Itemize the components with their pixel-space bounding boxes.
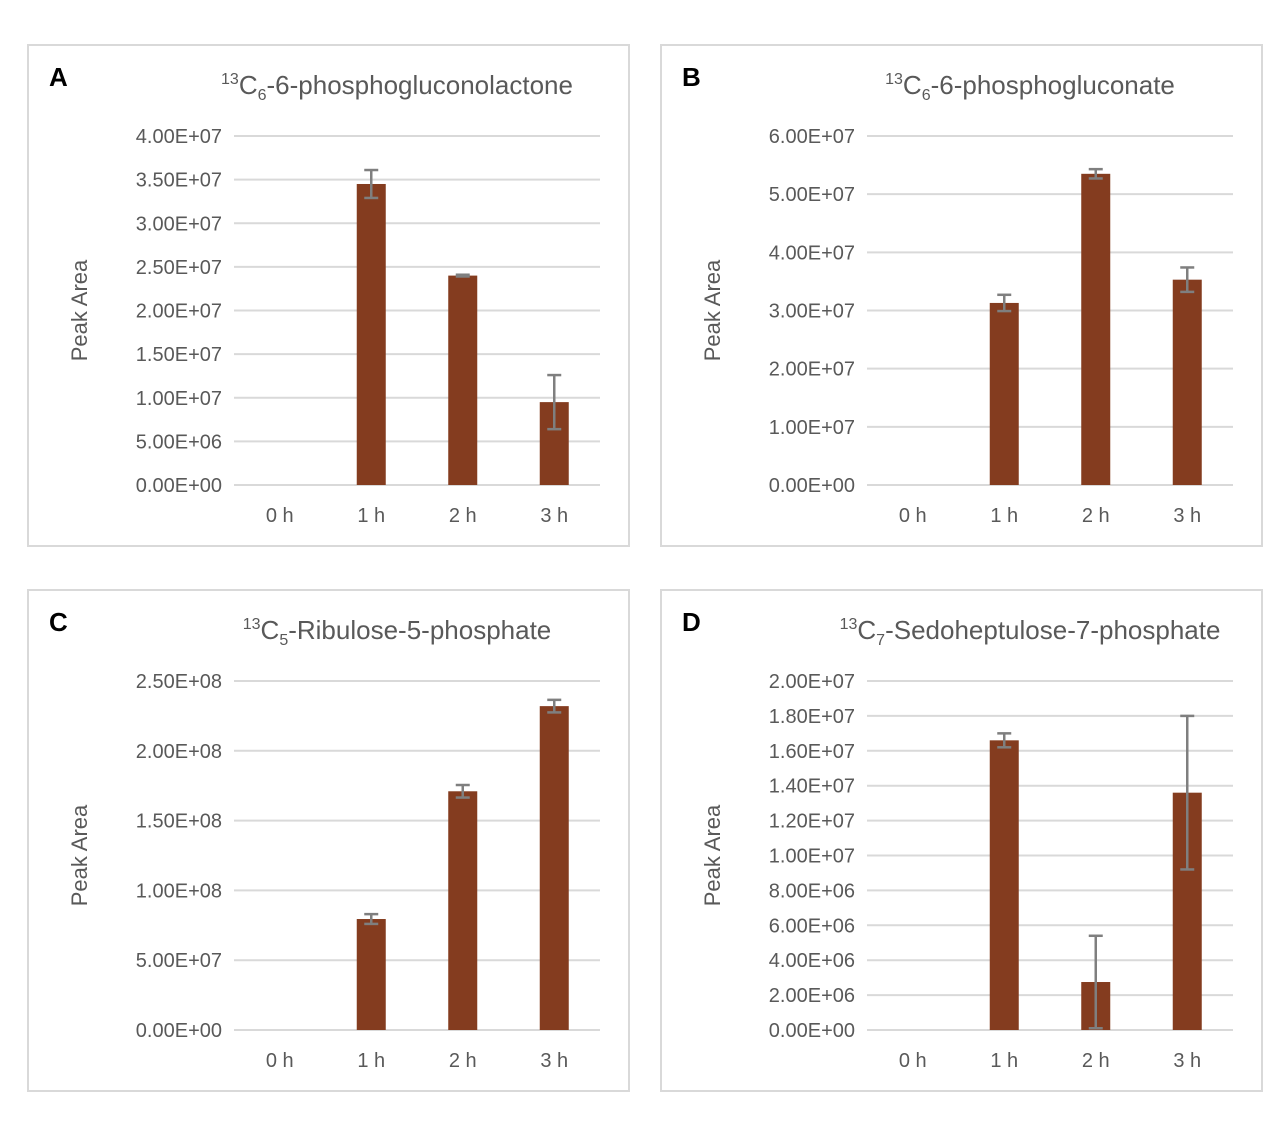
- title-element: C: [239, 70, 258, 100]
- y-tick-label: 2.00E+06: [769, 985, 855, 1007]
- y-tick-label: 2.50E+08: [136, 671, 222, 693]
- title-atom-count: 5: [279, 632, 288, 649]
- chart-title: 13C5-Ribulose-5-phosphate: [243, 615, 552, 649]
- bar: [1172, 279, 1202, 485]
- panel-c: C 13C5-Ribulose-5-phosphate 0.00E+00 5.00E+…: [27, 589, 630, 1092]
- y-tick-label: 5.00E+07: [769, 184, 855, 206]
- y-tick-label: 1.00E+07: [136, 388, 222, 410]
- bar: [1081, 173, 1111, 485]
- bar: [989, 740, 1019, 1030]
- y-tick-label: 5.00E+06: [136, 431, 222, 453]
- y-tick-label: 2.50E+07: [136, 257, 222, 279]
- chart-title: 13C6-6-phosphogluconolactone: [221, 70, 573, 104]
- y-tick-label: 0.00E+00: [136, 475, 222, 497]
- panel-letter: B: [682, 62, 701, 92]
- y-axis-label: Peak Area: [67, 804, 92, 906]
- panel-letter: D: [682, 607, 701, 637]
- y-tick-label: 2.00E+07: [136, 301, 222, 323]
- title-compound: -Sedoheptulose-7-phosphate: [885, 615, 1220, 645]
- title-compound: -Ribulose-5-phosphate: [288, 615, 551, 645]
- x-tick-label: 0 h: [266, 1050, 294, 1072]
- y-tick-label: 6.00E+06: [769, 915, 855, 937]
- y-tick-label: 1.00E+08: [136, 880, 222, 902]
- y-tick-label: 1.50E+07: [136, 344, 222, 366]
- y-tick-label: 2.00E+08: [136, 741, 222, 763]
- chart-b: B 13C6-6-phosphogluconate 0.00E+00 1.00E+07…: [682, 62, 1233, 527]
- bar: [989, 302, 1019, 485]
- y-tick-label: 1.60E+07: [769, 741, 855, 763]
- chart-a: A 13C6-6-phosphogluconolactone 0.00E+00 5.0…: [49, 62, 600, 527]
- bar: [448, 791, 478, 1030]
- chart-c: C 13C5-Ribulose-5-phosphate0.00E+005.00E+…: [49, 607, 600, 1072]
- panel-letter: A: [49, 62, 68, 92]
- x-tick-label: 3 h: [540, 1050, 568, 1072]
- panel-a: A 13C6-6-phosphogluconolactone 0.00E+00 5.0…: [27, 44, 630, 547]
- y-tick-label: 1.20E+07: [769, 811, 855, 833]
- title-element: C: [903, 70, 922, 100]
- x-tick-label: 1 h: [990, 1050, 1018, 1072]
- chart-title: 13C6-6-phosphogluconate: [885, 70, 1175, 104]
- x-tick-label: 1 h: [357, 505, 385, 527]
- y-tick-label: 1.50E+08: [136, 811, 222, 833]
- x-tick-label: 2 h: [449, 505, 477, 527]
- y-tick-label: 5.00E+07: [136, 950, 222, 972]
- x-tick-label: 0 h: [266, 505, 294, 527]
- chart-title: 13C7-Sedoheptulose-7-phosphate: [840, 615, 1221, 649]
- x-tick-label: 1 h: [357, 1050, 385, 1072]
- y-tick-label: 1.40E+07: [769, 776, 855, 798]
- x-tick-label: 3 h: [1173, 1050, 1201, 1072]
- y-tick-label: 3.00E+07: [769, 301, 855, 323]
- y-axis-label: Peak Area: [700, 259, 725, 361]
- y-tick-label: 8.00E+06: [769, 880, 855, 902]
- bar: [356, 919, 386, 1030]
- x-tick-label: 0 h: [899, 1050, 927, 1072]
- y-tick-label: 1.00E+07: [769, 417, 855, 439]
- y-axis-label: Peak Area: [67, 259, 92, 361]
- y-tick-label: 0.00E+00: [769, 1020, 855, 1042]
- x-tick-label: 2 h: [1082, 505, 1110, 527]
- y-tick-label: 4.00E+07: [769, 242, 855, 264]
- title-compound: -6-phosphogluconolactone: [267, 70, 573, 100]
- y-tick-label: 2.00E+07: [769, 671, 855, 693]
- x-tick-label: 1 h: [990, 505, 1018, 527]
- title-isotope-mass: 13: [221, 71, 239, 88]
- title-atom-count: 7: [876, 632, 885, 649]
- bar: [539, 706, 569, 1030]
- panel-letter: C: [49, 607, 68, 637]
- panel-b: B 13C6-6-phosphogluconate 0.00E+00 1.00E+07…: [660, 44, 1263, 547]
- y-tick-label: 1.00E+07: [769, 846, 855, 868]
- x-tick-label: 3 h: [1173, 505, 1201, 527]
- y-tick-label: 0.00E+00: [769, 475, 855, 497]
- title-atom-count: 6: [258, 87, 267, 104]
- title-compound: -6-phosphogluconate: [931, 70, 1175, 100]
- x-tick-label: 3 h: [540, 505, 568, 527]
- chart-d: D 13C7-Sedoheptulose-7-phosphate 0.00E+00 2…: [682, 607, 1233, 1072]
- y-tick-label: 0.00E+00: [136, 1020, 222, 1042]
- title-isotope-mass: 13: [243, 616, 261, 633]
- title-element: C: [261, 615, 280, 645]
- x-tick-label: 2 h: [1082, 1050, 1110, 1072]
- y-tick-label: 4.00E+07: [136, 126, 222, 148]
- title-isotope-mass: 13: [885, 71, 903, 88]
- bar: [448, 275, 478, 485]
- y-tick-label: 6.00E+07: [769, 126, 855, 148]
- y-tick-label: 1.80E+07: [769, 706, 855, 728]
- title-atom-count: 6: [922, 87, 931, 104]
- y-tick-label: 2.00E+07: [769, 359, 855, 381]
- y-tick-label: 3.00E+07: [136, 213, 222, 235]
- y-tick-label: 3.50E+07: [136, 170, 222, 192]
- y-axis-label: Peak Area: [700, 804, 725, 906]
- title-isotope-mass: 13: [840, 616, 858, 633]
- x-tick-label: 2 h: [449, 1050, 477, 1072]
- bar: [356, 183, 386, 486]
- y-tick-label: 4.00E+06: [769, 950, 855, 972]
- title-element: C: [857, 615, 876, 645]
- x-tick-label: 0 h: [899, 505, 927, 527]
- panel-d: D 13C7-Sedoheptulose-7-phosphate 0.00E+00 2…: [660, 589, 1263, 1092]
